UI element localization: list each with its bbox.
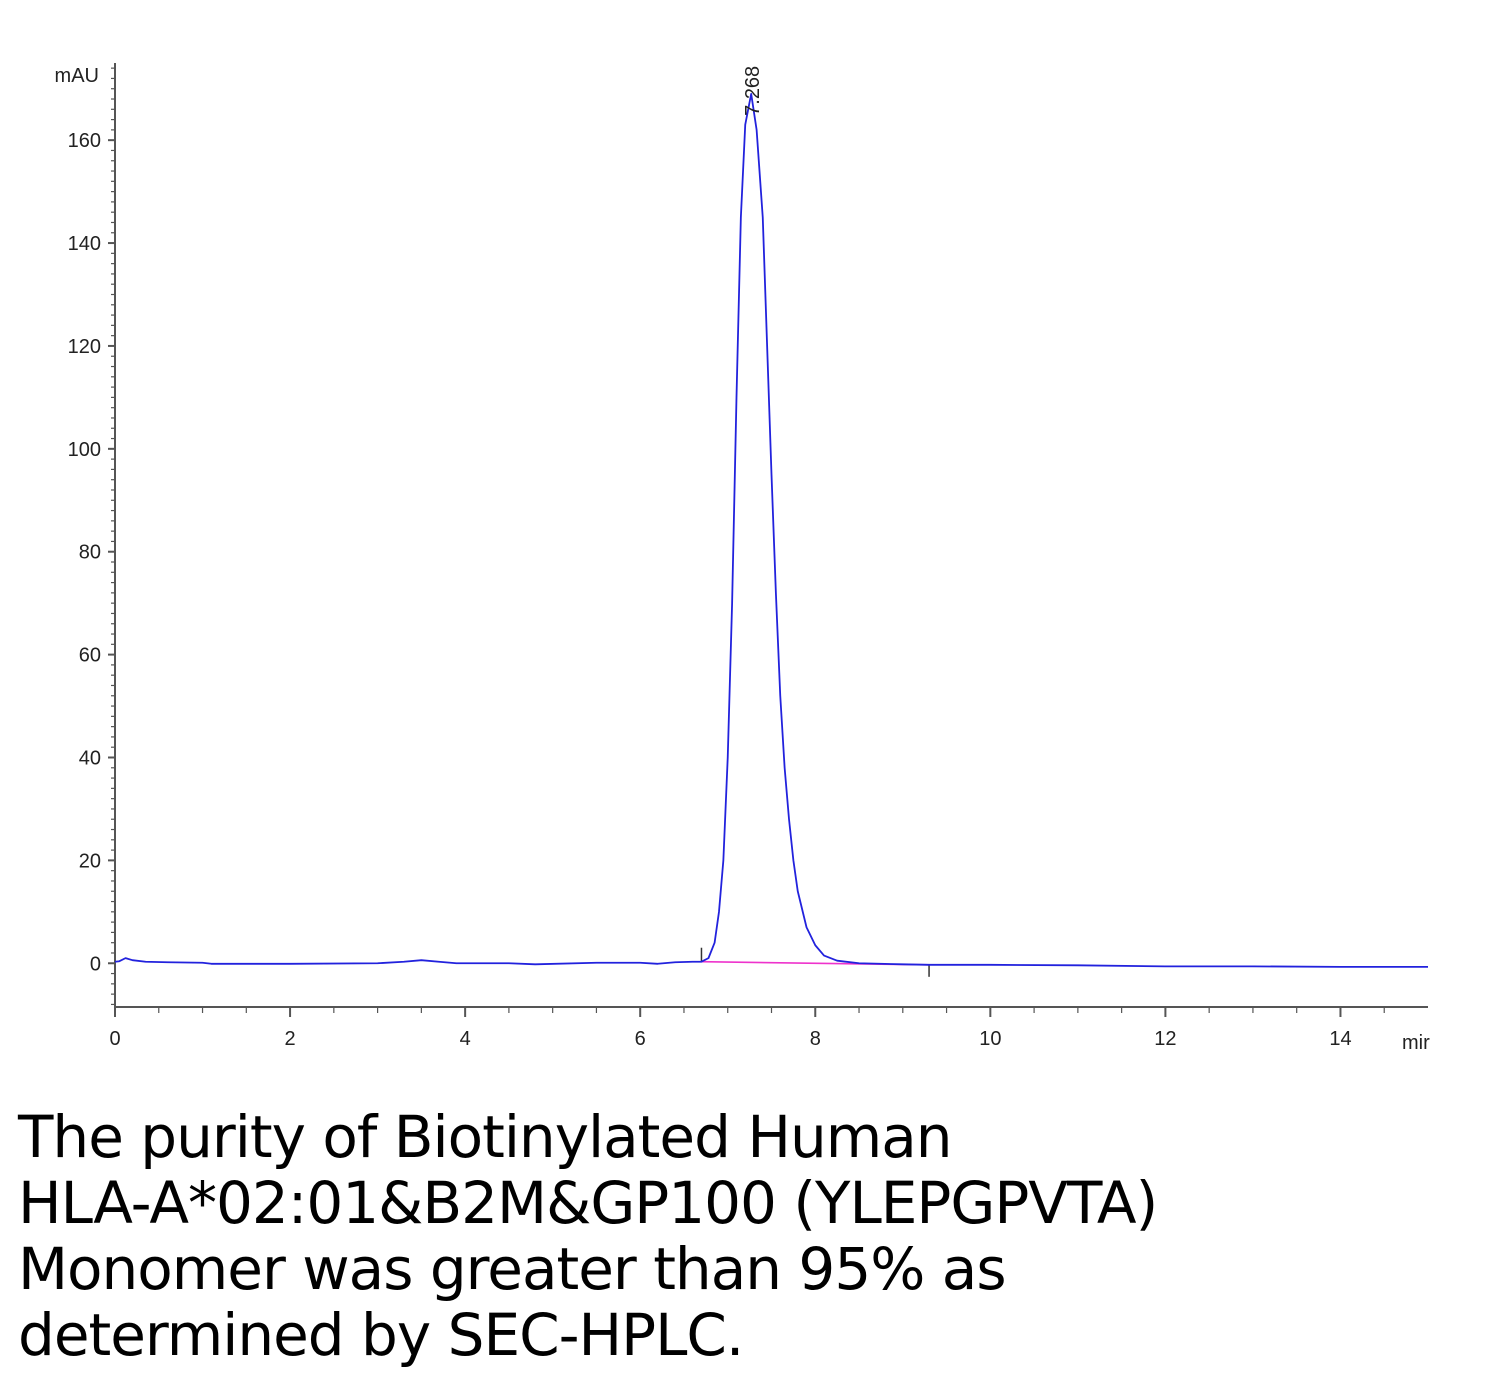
caption-line-4: determined by SEC-HPLC.: [18, 1301, 744, 1369]
chromatogram-chart: 0 20 40 60 80 100 120 140 160 mAU 0 2 4 6 8 10 12 14 mir 7.…: [55, 63, 1431, 1054]
x-tick-label: 6: [635, 1028, 646, 1050]
y-tick-label: 60: [79, 645, 101, 667]
y-tick-label: 120: [68, 336, 101, 358]
y-tick-label: 140: [68, 233, 101, 255]
labels: 0 20 40 60 80 100 120 140 160 mAU 0 2 4 6 8 10 12 14 mir 7.…: [55, 65, 1431, 1054]
x-unit-label: mir: [1402, 1032, 1430, 1054]
x-tick-label: 4: [460, 1028, 471, 1050]
axes: [114, 63, 1428, 1008]
x-tick-label: 2: [285, 1028, 296, 1050]
ticks: [108, 67, 1385, 1017]
y-unit-label: mAU: [55, 65, 99, 87]
x-tick-label: 10: [979, 1028, 1001, 1050]
y-tick-label: 100: [68, 439, 101, 461]
series-layer: [114, 92, 1428, 977]
caption-line-2: HLA-A*02:01&B2M&GP100 (YLEPGPVTA): [18, 1169, 1158, 1237]
x-tick-label: 0: [109, 1028, 120, 1050]
x-tick-label: 14: [1329, 1028, 1351, 1050]
y-tick-label: 0: [90, 953, 101, 975]
caption-line-3: Monomer was greater than 95% as: [18, 1235, 1007, 1303]
y-tick-label: 20: [79, 850, 101, 872]
peak-label: 7.268: [742, 66, 764, 116]
caption-line-1: The purity of Biotinylated Human: [18, 1103, 953, 1171]
chromatogram-trace: [114, 92, 1428, 968]
y-tick-label: 160: [68, 130, 101, 152]
figure-caption: The purity of Biotinylated Human HLA-A*0…: [18, 1104, 1488, 1368]
x-tick-label: 8: [810, 1028, 821, 1050]
x-tick-label: 12: [1154, 1028, 1176, 1050]
y-tick-label: 40: [79, 747, 101, 769]
y-tick-label: 80: [79, 542, 101, 564]
